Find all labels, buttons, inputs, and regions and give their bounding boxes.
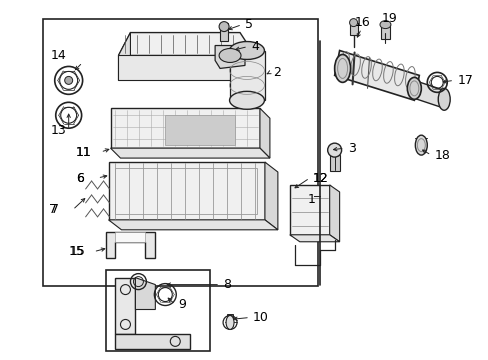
Ellipse shape xyxy=(334,54,350,82)
Bar xyxy=(42,19,317,285)
Ellipse shape xyxy=(229,41,264,59)
Polygon shape xyxy=(334,50,419,100)
Text: 6: 6 xyxy=(76,171,83,185)
Text: 15: 15 xyxy=(68,245,84,258)
Polygon shape xyxy=(105,232,155,258)
Polygon shape xyxy=(289,185,329,235)
Text: 18: 18 xyxy=(433,149,449,162)
Polygon shape xyxy=(118,32,254,55)
Ellipse shape xyxy=(225,315,234,329)
Bar xyxy=(381,23,389,39)
Polygon shape xyxy=(413,80,443,108)
Circle shape xyxy=(327,143,341,157)
Bar xyxy=(105,270,210,351)
Ellipse shape xyxy=(219,49,241,62)
Text: 13: 13 xyxy=(51,124,66,137)
Text: 12: 12 xyxy=(312,171,328,185)
Text: 8: 8 xyxy=(223,278,231,291)
Text: 19: 19 xyxy=(381,12,396,25)
Bar xyxy=(329,155,339,171)
Polygon shape xyxy=(289,235,339,242)
Text: 1: 1 xyxy=(307,193,315,206)
Text: 4: 4 xyxy=(250,40,258,53)
Text: 16: 16 xyxy=(354,16,369,29)
Polygon shape xyxy=(229,50,264,100)
Polygon shape xyxy=(329,185,339,242)
Polygon shape xyxy=(110,108,260,148)
Text: 14: 14 xyxy=(51,49,66,62)
Text: 11: 11 xyxy=(76,145,91,159)
Polygon shape xyxy=(108,162,264,220)
Ellipse shape xyxy=(229,91,264,109)
Ellipse shape xyxy=(379,21,390,28)
Polygon shape xyxy=(115,334,190,349)
Text: 5: 5 xyxy=(244,18,252,31)
Ellipse shape xyxy=(437,88,449,110)
Text: 11: 11 xyxy=(76,145,91,159)
Polygon shape xyxy=(118,55,254,80)
Text: 7: 7 xyxy=(51,203,59,216)
Ellipse shape xyxy=(414,135,427,155)
Circle shape xyxy=(64,76,73,84)
Bar xyxy=(165,115,235,145)
Polygon shape xyxy=(110,148,269,158)
Text: 17: 17 xyxy=(456,74,472,87)
Text: 12: 12 xyxy=(312,171,328,185)
Circle shape xyxy=(349,19,357,27)
Bar xyxy=(220,23,227,41)
Polygon shape xyxy=(215,45,244,68)
Text: 3: 3 xyxy=(347,141,355,155)
Polygon shape xyxy=(260,108,269,158)
Text: 7: 7 xyxy=(49,203,57,216)
Bar xyxy=(115,168,256,214)
Polygon shape xyxy=(108,220,277,230)
Text: 9: 9 xyxy=(178,298,186,311)
Polygon shape xyxy=(264,162,277,230)
Polygon shape xyxy=(115,232,145,242)
Text: 10: 10 xyxy=(252,311,268,324)
Text: 15: 15 xyxy=(69,245,85,258)
Polygon shape xyxy=(135,278,155,310)
Bar xyxy=(226,315,233,323)
Text: 2: 2 xyxy=(272,66,280,79)
Ellipse shape xyxy=(407,77,421,99)
Polygon shape xyxy=(118,32,130,80)
Circle shape xyxy=(219,22,228,32)
Text: 6: 6 xyxy=(76,171,83,185)
Polygon shape xyxy=(115,278,135,334)
Bar xyxy=(349,23,357,35)
